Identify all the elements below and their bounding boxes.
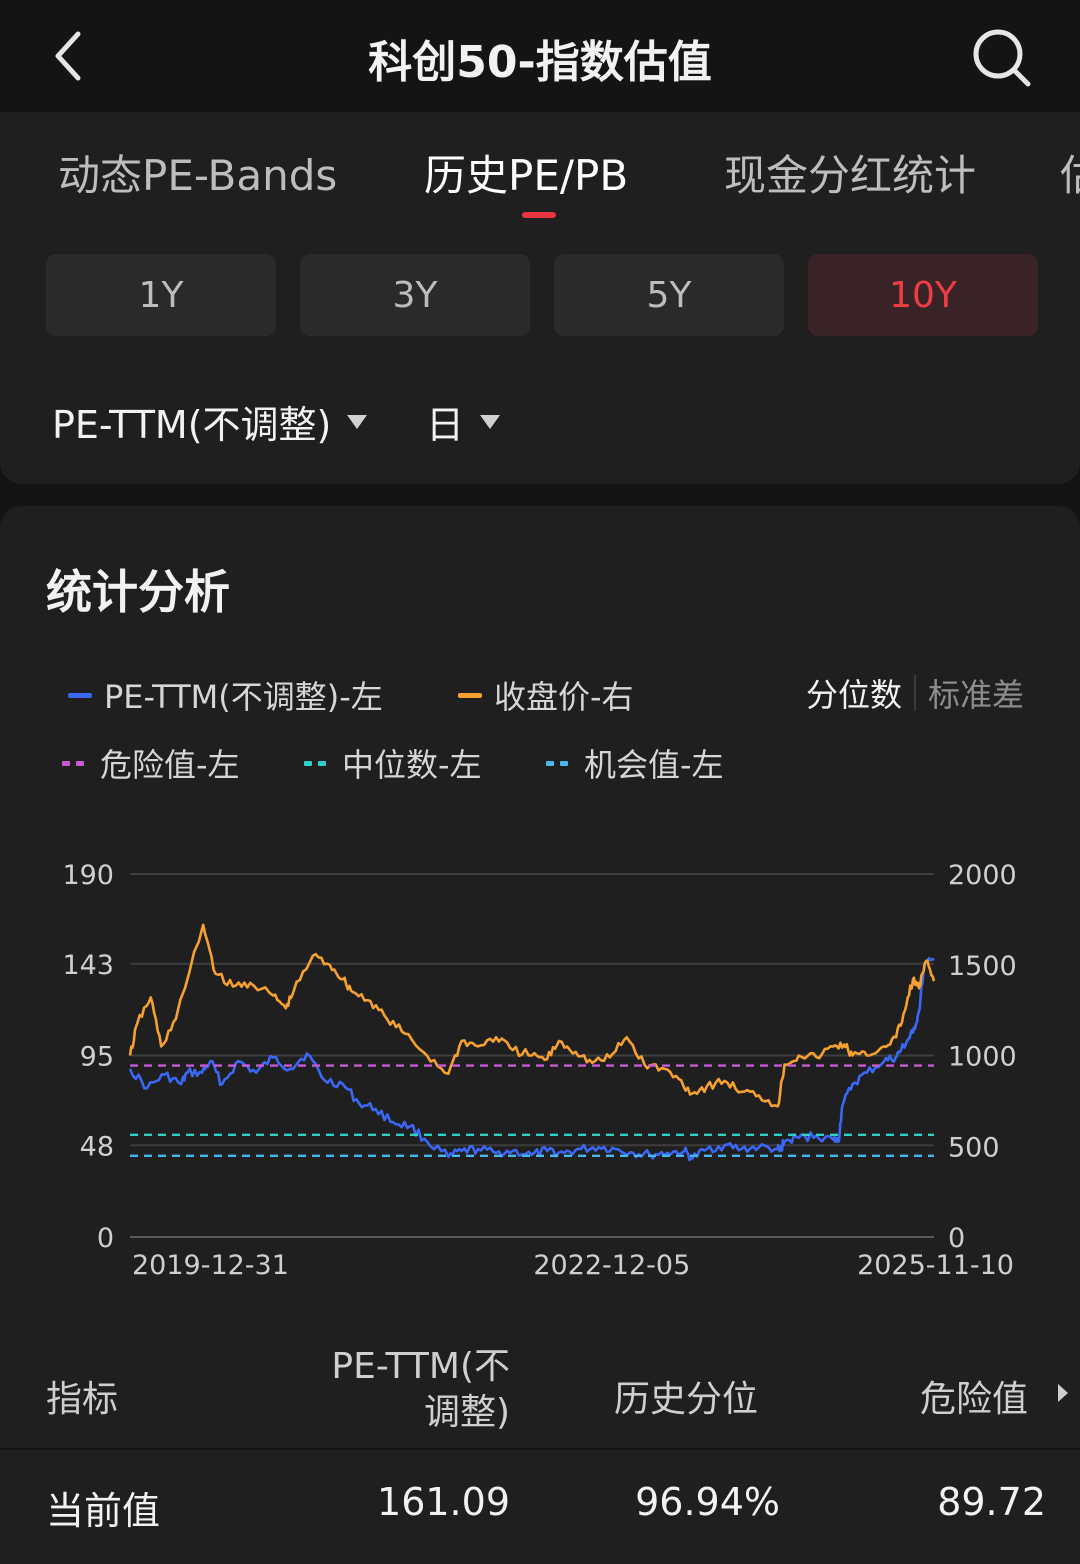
y-right-tick-label: 1500 [948, 951, 1017, 982]
caret-down-icon [347, 414, 368, 429]
x-tick-label: 2025-11-10 [857, 1250, 1014, 1281]
active-tab-indicator [522, 212, 556, 218]
period-3y-button[interactable]: 3Y [300, 254, 530, 336]
series-line [128, 957, 935, 1162]
current-danger-value: 89.72 [937, 1480, 1046, 1524]
y-left-tick-label: 95 [80, 1042, 114, 1073]
header-danger: 危险值 [920, 1379, 1029, 1420]
y-right-tick-label: 500 [948, 1132, 1000, 1163]
chevron-left-icon [55, 31, 81, 81]
pe-history-chart[interactable]: 0 48 95 143 190 0 500 1000 1500 2000 2019-12-31 202… [0, 846, 1080, 1296]
mode-divider [913, 675, 916, 711]
legend-line-swatch [458, 692, 482, 698]
legend-danger[interactable]: 危险值-左 [62, 740, 240, 786]
frequency-dropdown[interactable]: 日 [426, 394, 501, 449]
current-pe-value: 161.09 [377, 1480, 510, 1524]
legend-label: 收盘价-右 [494, 678, 634, 716]
metric-dropdown[interactable]: PE-TTM(不调整) [52, 394, 368, 449]
legend-median[interactable]: 中位数-左 [304, 740, 482, 786]
row-label: 当前值 [46, 1489, 161, 1533]
period-10y-button[interactable]: 10Y [808, 254, 1038, 336]
y-left-tick-label: 190 [62, 860, 114, 891]
search-button[interactable] [964, 20, 1040, 96]
frequency-dropdown-label: 日 [426, 403, 465, 447]
legend-dash-swatch [62, 760, 84, 766]
legend-pe-ttm[interactable]: PE-TTM(不调整)-左 [68, 672, 383, 718]
x-tick-label: 2022-12-05 [533, 1250, 690, 1281]
y-left-tick-label: 0 [97, 1223, 114, 1254]
tab-more[interactable]: 估 [1060, 142, 1080, 203]
legend-line-swatch [68, 692, 92, 698]
tab-pe-bands[interactable]: 动态PE-Bands [58, 151, 338, 200]
legend-dash-swatch [546, 760, 568, 766]
y-left-tick-label: 48 [80, 1131, 114, 1162]
tab-history-pe-pb[interactable]: 历史PE/PB [424, 151, 629, 200]
series-line [128, 923, 936, 1108]
app-header: 科创50-指数估值 [0, 0, 1080, 112]
mode-stddev-button[interactable]: 标准差 [927, 676, 1024, 714]
page-title: 科创50-指数估值 [368, 37, 712, 88]
valuation-controls: 动态PE-Bands 历史PE/PB 现金分红统计 估 1Y 3Y 5Y 10Y… [0, 112, 1080, 484]
header-percentile: 历史分位 [614, 1379, 759, 1420]
caret-right-icon[interactable] [1056, 1382, 1070, 1404]
tab-dividend-stats[interactable]: 现金分红统计 [724, 151, 977, 200]
y-right-tick-label: 1000 [948, 1042, 1017, 1073]
back-button[interactable] [36, 22, 100, 90]
header-indicator: 指标 [46, 1379, 119, 1420]
current-percentile-value: 96.94% [635, 1480, 780, 1524]
mode-toggle: 分位数 标准差 [806, 670, 1024, 716]
x-tick-label: 2019-12-31 [132, 1250, 289, 1281]
y-right-tick-label: 0 [948, 1223, 965, 1254]
section-title: 统计分析 [46, 565, 230, 619]
header-pe-ttm: PE-TTM(不调整) [331, 1346, 510, 1433]
table-row: 当前值 161.09 96.94% 89.72 [0, 1450, 1080, 1564]
table-header: 指标 PE-TTM(不调整) 历史分位 危险值 [0, 1338, 1080, 1450]
legend-label: 危险值-左 [100, 746, 240, 784]
legend-close-price[interactable]: 收盘价-右 [458, 672, 634, 718]
legend-label: PE-TTM(不调整)-左 [104, 678, 383, 716]
metric-dropdown-label: PE-TTM(不调整) [52, 403, 332, 447]
legend-opportunity[interactable]: 机会值-左 [546, 740, 724, 786]
caret-down-icon [480, 414, 501, 429]
search-icon [973, 29, 1031, 87]
chart-svg: 0 48 95 143 190 0 500 1000 1500 2000 2019-12-31 202… [62, 860, 1017, 1281]
legend-dash-swatch [304, 760, 326, 766]
statistics-card: 统计分析 PE-TTM(不调整)-左 收盘价-右 分位数 标准差 危险值-左 中… [0, 506, 1080, 1564]
legend-label: 机会值-左 [584, 746, 724, 784]
legend-label: 中位数-左 [342, 746, 482, 784]
period-1y-button[interactable]: 1Y [46, 254, 276, 336]
y-left-tick-label: 143 [62, 950, 114, 981]
period-5y-button[interactable]: 5Y [554, 254, 784, 336]
mode-percentile-button[interactable]: 分位数 [805, 676, 902, 714]
tab-bar: 动态PE-Bands 历史PE/PB 现金分红统计 估 [0, 142, 1080, 212]
y-right-tick-label: 2000 [948, 860, 1017, 891]
